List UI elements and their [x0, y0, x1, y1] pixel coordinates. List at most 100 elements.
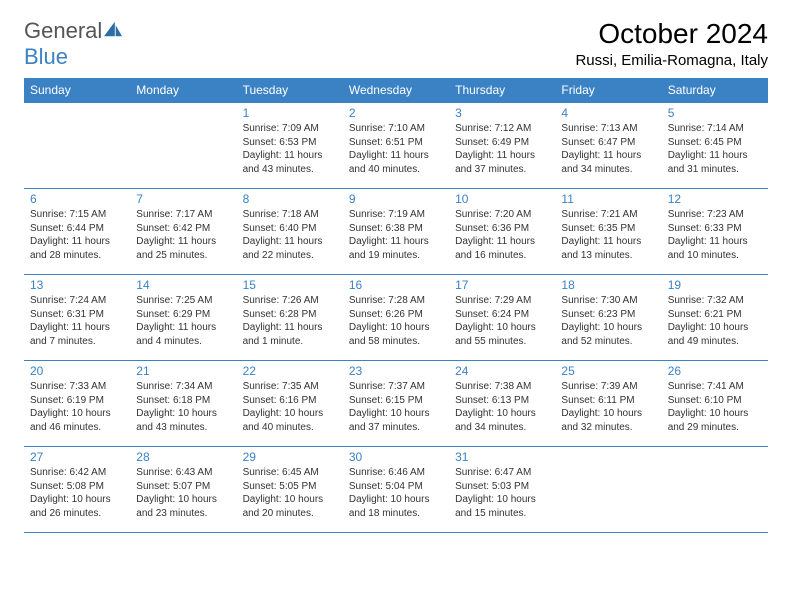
sunrise-text: Sunrise: 7:10 AM	[349, 122, 443, 136]
daylight-text: Daylight: 10 hours and 26 minutes.	[30, 493, 124, 520]
sunrise-text: Sunrise: 7:30 AM	[561, 294, 655, 308]
day-number: 7	[136, 191, 230, 207]
calendar-body: 1Sunrise: 7:09 AMSunset: 6:53 PMDaylight…	[24, 103, 768, 533]
day-number: 19	[668, 277, 762, 293]
day-number: 6	[30, 191, 124, 207]
empty-cell	[555, 447, 661, 533]
sunset-text: Sunset: 6:23 PM	[561, 308, 655, 322]
empty-cell	[662, 447, 768, 533]
location: Russi, Emilia-Romagna, Italy	[575, 52, 768, 69]
day-number: 18	[561, 277, 655, 293]
sunset-text: Sunset: 6:35 PM	[561, 222, 655, 236]
sunset-text: Sunset: 6:45 PM	[668, 136, 762, 150]
sunset-text: Sunset: 6:44 PM	[30, 222, 124, 236]
sunset-text: Sunset: 5:07 PM	[136, 480, 230, 494]
brand-logo: GeneralBlue	[24, 18, 124, 70]
day-cell: 13Sunrise: 7:24 AMSunset: 6:31 PMDayligh…	[24, 275, 130, 361]
sunrise-text: Sunrise: 6:42 AM	[30, 466, 124, 480]
calendar-row: 20Sunrise: 7:33 AMSunset: 6:19 PMDayligh…	[24, 361, 768, 447]
day-cell: 28Sunrise: 6:43 AMSunset: 5:07 PMDayligh…	[130, 447, 236, 533]
day-cell: 10Sunrise: 7:20 AMSunset: 6:36 PMDayligh…	[449, 189, 555, 275]
daylight-text: Daylight: 11 hours and 10 minutes.	[668, 235, 762, 262]
day-cell: 14Sunrise: 7:25 AMSunset: 6:29 PMDayligh…	[130, 275, 236, 361]
daylight-text: Daylight: 10 hours and 55 minutes.	[455, 321, 549, 348]
daylight-text: Daylight: 10 hours and 37 minutes.	[349, 407, 443, 434]
day-number: 10	[455, 191, 549, 207]
sunset-text: Sunset: 6:11 PM	[561, 394, 655, 408]
title-block: October 2024 Russi, Emilia-Romagna, Ital…	[575, 18, 768, 69]
sunrise-text: Sunrise: 7:15 AM	[30, 208, 124, 222]
month-title: October 2024	[575, 18, 768, 50]
sunrise-text: Sunrise: 7:25 AM	[136, 294, 230, 308]
day-cell: 16Sunrise: 7:28 AMSunset: 6:26 PMDayligh…	[343, 275, 449, 361]
day-cell: 29Sunrise: 6:45 AMSunset: 5:05 PMDayligh…	[237, 447, 343, 533]
brand-text-2: Blue	[24, 44, 68, 69]
daylight-text: Daylight: 10 hours and 58 minutes.	[349, 321, 443, 348]
day-number: 15	[243, 277, 337, 293]
day-cell: 5Sunrise: 7:14 AMSunset: 6:45 PMDaylight…	[662, 103, 768, 189]
sunset-text: Sunset: 5:04 PM	[349, 480, 443, 494]
day-number: 16	[349, 277, 443, 293]
day-number: 11	[561, 191, 655, 207]
day-cell: 7Sunrise: 7:17 AMSunset: 6:42 PMDaylight…	[130, 189, 236, 275]
daylight-text: Daylight: 11 hours and 25 minutes.	[136, 235, 230, 262]
day-number: 1	[243, 105, 337, 121]
day-number: 21	[136, 363, 230, 379]
weekday-header: Monday	[130, 78, 236, 103]
calendar-row: 27Sunrise: 6:42 AMSunset: 5:08 PMDayligh…	[24, 447, 768, 533]
sunrise-text: Sunrise: 7:39 AM	[561, 380, 655, 394]
daylight-text: Daylight: 10 hours and 49 minutes.	[668, 321, 762, 348]
day-number: 17	[455, 277, 549, 293]
sunrise-text: Sunrise: 7:26 AM	[243, 294, 337, 308]
day-number: 30	[349, 449, 443, 465]
daylight-text: Daylight: 11 hours and 37 minutes.	[455, 149, 549, 176]
sunrise-text: Sunrise: 7:20 AM	[455, 208, 549, 222]
daylight-text: Daylight: 11 hours and 34 minutes.	[561, 149, 655, 176]
daylight-text: Daylight: 10 hours and 20 minutes.	[243, 493, 337, 520]
sunrise-text: Sunrise: 7:13 AM	[561, 122, 655, 136]
daylight-text: Daylight: 11 hours and 1 minute.	[243, 321, 337, 348]
day-cell: 8Sunrise: 7:18 AMSunset: 6:40 PMDaylight…	[237, 189, 343, 275]
sunrise-text: Sunrise: 7:35 AM	[243, 380, 337, 394]
daylight-text: Daylight: 10 hours and 23 minutes.	[136, 493, 230, 520]
daylight-text: Daylight: 10 hours and 18 minutes.	[349, 493, 443, 520]
sunset-text: Sunset: 6:26 PM	[349, 308, 443, 322]
day-cell: 22Sunrise: 7:35 AMSunset: 6:16 PMDayligh…	[237, 361, 343, 447]
day-cell: 19Sunrise: 7:32 AMSunset: 6:21 PMDayligh…	[662, 275, 768, 361]
daylight-text: Daylight: 10 hours and 46 minutes.	[30, 407, 124, 434]
sunset-text: Sunset: 5:05 PM	[243, 480, 337, 494]
sunrise-text: Sunrise: 7:32 AM	[668, 294, 762, 308]
sunrise-text: Sunrise: 7:23 AM	[668, 208, 762, 222]
sail-icon	[102, 20, 124, 38]
day-number: 13	[30, 277, 124, 293]
day-cell: 6Sunrise: 7:15 AMSunset: 6:44 PMDaylight…	[24, 189, 130, 275]
daylight-text: Daylight: 10 hours and 52 minutes.	[561, 321, 655, 348]
day-cell: 18Sunrise: 7:30 AMSunset: 6:23 PMDayligh…	[555, 275, 661, 361]
sunrise-text: Sunrise: 6:47 AM	[455, 466, 549, 480]
day-number: 4	[561, 105, 655, 121]
daylight-text: Daylight: 11 hours and 16 minutes.	[455, 235, 549, 262]
header: GeneralBlue October 2024 Russi, Emilia-R…	[24, 18, 768, 70]
sunset-text: Sunset: 6:36 PM	[455, 222, 549, 236]
day-cell: 25Sunrise: 7:39 AMSunset: 6:11 PMDayligh…	[555, 361, 661, 447]
sunset-text: Sunset: 6:42 PM	[136, 222, 230, 236]
weekday-header: Thursday	[449, 78, 555, 103]
sunrise-text: Sunrise: 7:17 AM	[136, 208, 230, 222]
daylight-text: Daylight: 10 hours and 32 minutes.	[561, 407, 655, 434]
day-cell: 21Sunrise: 7:34 AMSunset: 6:18 PMDayligh…	[130, 361, 236, 447]
day-cell: 17Sunrise: 7:29 AMSunset: 6:24 PMDayligh…	[449, 275, 555, 361]
sunrise-text: Sunrise: 6:46 AM	[349, 466, 443, 480]
day-number: 29	[243, 449, 337, 465]
day-number: 3	[455, 105, 549, 121]
day-number: 27	[30, 449, 124, 465]
day-number: 22	[243, 363, 337, 379]
weekday-header: Friday	[555, 78, 661, 103]
daylight-text: Daylight: 10 hours and 29 minutes.	[668, 407, 762, 434]
calendar-row: 13Sunrise: 7:24 AMSunset: 6:31 PMDayligh…	[24, 275, 768, 361]
day-number: 28	[136, 449, 230, 465]
sunrise-text: Sunrise: 7:37 AM	[349, 380, 443, 394]
empty-cell	[130, 103, 236, 189]
day-number: 26	[668, 363, 762, 379]
weekday-header: Sunday	[24, 78, 130, 103]
sunrise-text: Sunrise: 7:33 AM	[30, 380, 124, 394]
